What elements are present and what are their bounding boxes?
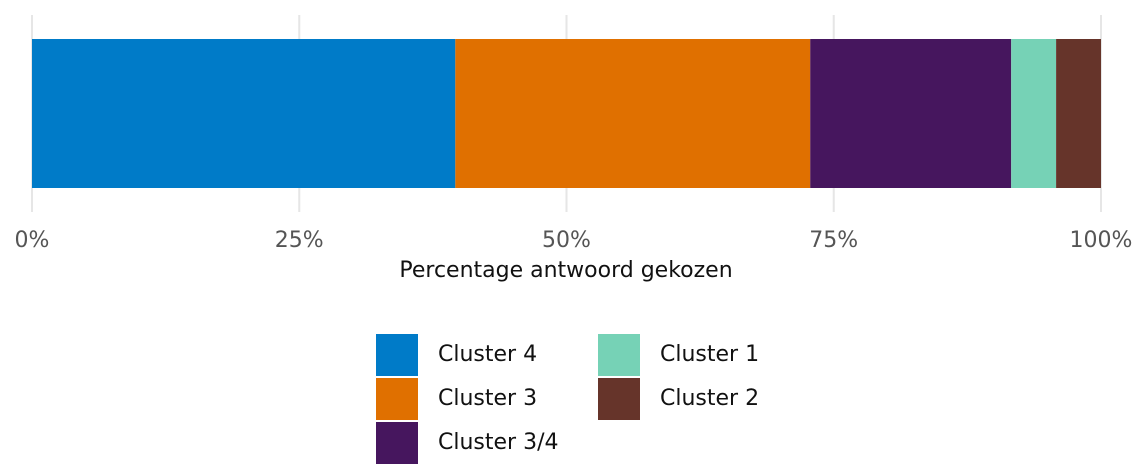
bar-segment xyxy=(810,39,1012,188)
x-tick-label: 75% xyxy=(809,228,858,253)
legend-label: Cluster 3 xyxy=(438,386,537,411)
x-tick-label: 100% xyxy=(1070,228,1133,253)
legend-label: Cluster 3/4 xyxy=(438,430,558,455)
legend-label: Cluster 2 xyxy=(660,386,759,411)
bar-segment xyxy=(1056,39,1101,188)
legend-key xyxy=(376,422,418,464)
legend-key xyxy=(598,334,640,376)
bar-segment xyxy=(32,39,456,188)
legend-label: Cluster 1 xyxy=(660,342,759,367)
legend-key xyxy=(598,378,640,420)
legend-key xyxy=(376,334,418,376)
bar-segment xyxy=(455,39,811,188)
x-tick-label: 25% xyxy=(275,228,324,253)
x-tick-label: 0% xyxy=(15,228,50,253)
legend-key xyxy=(376,378,418,420)
x-tick-label: 50% xyxy=(542,228,591,253)
x-axis-label: Percentage antwoord gekozen xyxy=(399,258,732,283)
legend-label: Cluster 4 xyxy=(438,342,537,367)
bar-segment xyxy=(1011,39,1057,188)
